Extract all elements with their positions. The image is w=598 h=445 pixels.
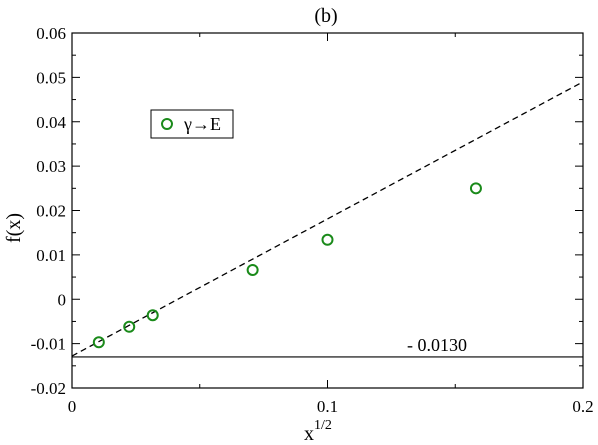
legend-box <box>150 109 234 139</box>
data-point <box>123 320 136 333</box>
x-axis-ticks: 0 0.1 0.2 <box>68 33 594 416</box>
x-axis-label-superscript: 1/2 <box>314 418 332 433</box>
y-tick-label: 0 <box>58 290 67 309</box>
plot-frame <box>71 32 584 389</box>
data-point <box>92 336 105 349</box>
x-tick-label: 0 <box>68 397 77 416</box>
x-tick-label: 0.2 <box>572 397 593 416</box>
data-points <box>92 182 482 349</box>
y-tick-label: 0.03 <box>36 157 66 176</box>
x-axis-label-base: x <box>304 423 314 445</box>
legend: γ→E <box>150 109 234 139</box>
y-axis-label: f(x) <box>3 213 25 243</box>
y-tick-label: 0.04 <box>36 113 66 132</box>
x-tick-label: 0.1 <box>317 397 338 416</box>
y-axis-ticks: -0.02 -0.01 0 0.01 0.02 0.03 0.04 0.05 0.06 <box>31 24 583 398</box>
y-tick-label: 0.02 <box>36 202 66 221</box>
data-point <box>321 233 334 246</box>
data-point <box>469 182 482 195</box>
legend-marker <box>161 118 173 130</box>
reference-line-label: - 0.0130 <box>407 335 467 355</box>
y-tick-label: 0.01 <box>36 246 66 265</box>
y-tick-label: -0.02 <box>31 379 66 398</box>
legend-label: γ→E <box>183 114 221 134</box>
x-axis-label: x1/2 <box>304 418 332 445</box>
y-tick-label: -0.01 <box>31 335 66 354</box>
data-point <box>246 263 259 276</box>
y-tick-label: 0.05 <box>36 68 66 87</box>
chart-title: (b) <box>314 5 337 27</box>
fit-line <box>71 81 584 357</box>
data-point <box>146 309 159 322</box>
y-tick-label: 0.06 <box>36 24 66 43</box>
